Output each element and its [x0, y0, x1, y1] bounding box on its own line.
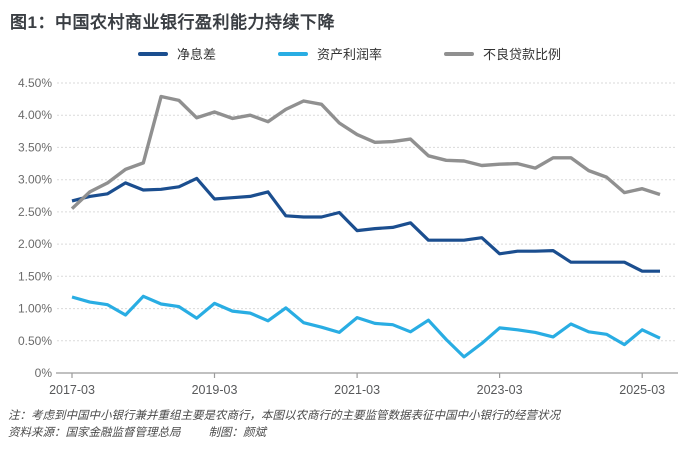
y-axis-tick-label: 4.50% — [18, 76, 52, 90]
series-line-2 — [70, 94, 661, 210]
legend-swatch-npl-ratio-icon — [444, 51, 474, 56]
x-axis-tick-label: 2025-03 — [619, 383, 665, 397]
x-axis-tick-label: 2019-03 — [192, 383, 238, 397]
y-axis-tick-label: 4.00% — [18, 108, 52, 122]
legend-item-return-on-assets: 资产利润率 — [277, 44, 382, 63]
legend-label-net-interest-margin: 净息差 — [176, 47, 216, 62]
source-note: 资料来源：国家金融监督管理总局 — [8, 427, 181, 439]
x-axis-tick-label: 2023-03 — [477, 383, 523, 397]
chart-title: 图1：中国农村商业银行盈利能力持续下降 — [10, 13, 335, 32]
credit-note: 制图：颜斌 — [208, 427, 267, 439]
legend-label-return-on-assets: 资产利润率 — [316, 47, 382, 62]
y-axis-tick-label: 2.50% — [18, 205, 52, 219]
line-chart-plot: 0% 0.50% 1.00% 1.50% 2.00% 2.50% 3.00% 3.50% 4.0… — [18, 76, 678, 397]
chart-legend: 净息差 资产利润率 不良贷款比例 — [0, 44, 699, 63]
legend-swatch-net-interest-margin-icon — [137, 51, 168, 56]
series-line-0 — [71, 176, 660, 273]
y-axis-tick-label: 0.50% — [18, 334, 52, 348]
y-axis-tick-label: 0% — [35, 366, 53, 380]
y-axis-tick-label: 1.00% — [18, 302, 52, 316]
y-axis-tick-label: 1.50% — [18, 269, 52, 283]
legend-item-net-interest-margin: 净息差 — [137, 44, 216, 63]
y-axis-tick-label: 2.00% — [18, 237, 52, 251]
y-axis-tick-label: 3.50% — [18, 140, 52, 154]
legend-label-npl-ratio: 不良贷款比例 — [483, 47, 562, 62]
chart-notes: 注：考虑到中国中小银行兼并重组主要是农商行，本图以农商行的主要监管数据表征中国中… — [8, 408, 693, 442]
series-line-1 — [71, 294, 661, 359]
y-axis-tick-label: 3.00% — [18, 173, 52, 187]
legend-item-npl-ratio: 不良贷款比例 — [444, 44, 561, 63]
x-axis-tick-label: 2017-03 — [49, 383, 95, 397]
note-line: 注：考虑到中国中小银行兼并重组主要是农商行，本图以农商行的主要监管数据表征中国中… — [8, 410, 560, 422]
x-axis-tick-label: 2021-03 — [334, 383, 380, 397]
legend-swatch-return-on-assets-icon — [277, 51, 308, 56]
